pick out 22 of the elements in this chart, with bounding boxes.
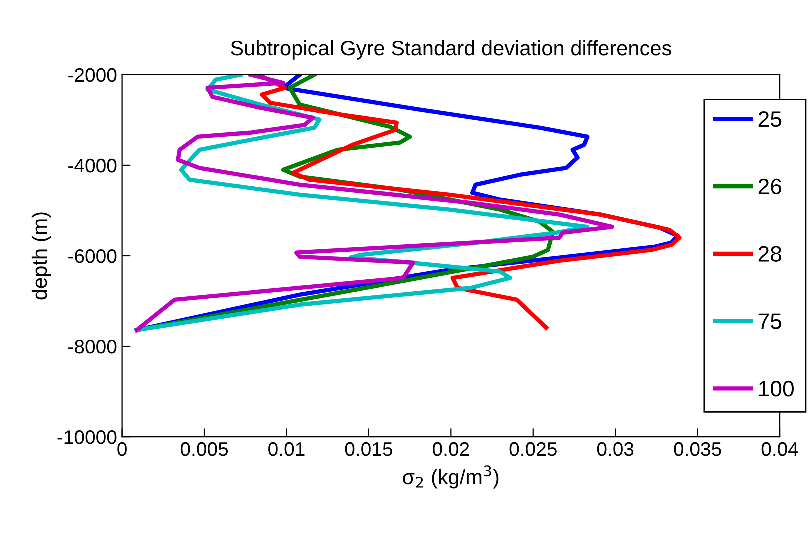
legend-label: 26 — [758, 178, 782, 195]
x-tick-label: 0.02 — [433, 442, 470, 456]
y-tick-label: -2000 — [68, 68, 117, 82]
y-tick-label: -6000 — [68, 249, 117, 264]
y-axis-title: depth (m) — [32, 212, 52, 300]
legend-label: 28 — [758, 246, 782, 262]
x-tick-label: 0.005 — [180, 442, 228, 456]
legend-label: 100 — [759, 380, 794, 397]
x-tick-label: 0.04 — [762, 442, 798, 456]
legend-label: 25 — [758, 111, 782, 128]
x-axis-title: σ$_{2}$ (kg/m$^{3}$) — [403, 466, 499, 489]
y-tick-label: -8000 — [68, 340, 117, 354]
chart-title: Subtropical Gyre Standard deviation differences — [231, 40, 672, 60]
x-tick-label: 0.025 — [510, 442, 557, 456]
x-tick-label: 0.03 — [597, 442, 634, 456]
x-tick-label: 0.015 — [345, 442, 392, 456]
legend-label: 75 — [758, 314, 782, 330]
x-tick-label: 0.01 — [268, 442, 305, 456]
x-tick-label: 0 — [118, 442, 127, 456]
x-tick-label: 0.035 — [674, 442, 722, 456]
y-tick-label: -4000 — [68, 158, 117, 173]
y-tick-label: -10000 — [58, 430, 117, 444]
